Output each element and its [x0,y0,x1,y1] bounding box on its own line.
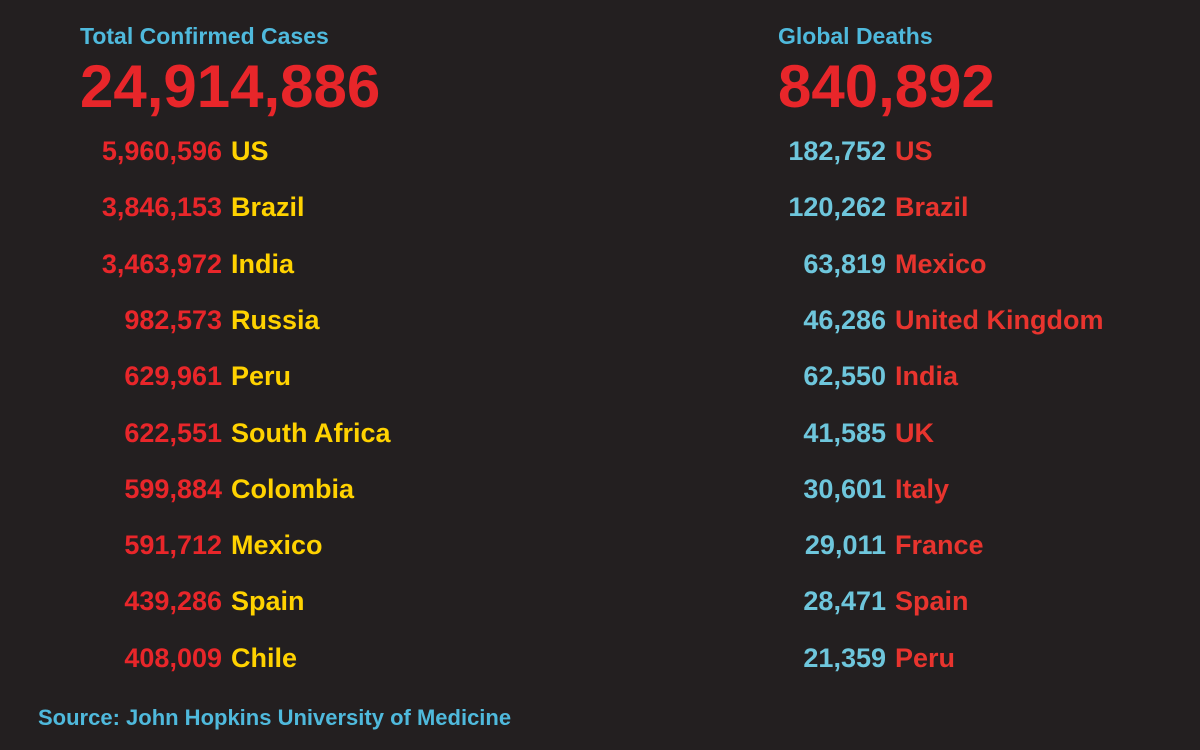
panel-total: 840,892 [778,53,995,120]
row-country: Russia [231,304,320,335]
row-country: US [895,136,933,166]
row-country: India [231,248,295,279]
row-value: 982,573 [124,304,222,335]
row-value: 599,884 [124,473,222,504]
row-value: 46,286 [803,304,886,335]
row-country: Chile [231,642,298,673]
row-country: Spain [895,586,969,617]
row-value: 591,712 [124,530,222,561]
panel-title: Total Confirmed Cases [80,23,329,49]
row-country: Italy [895,473,950,504]
row-country: United Kingdom [895,304,1104,335]
panel-total: 24,914,886 [80,53,381,120]
row-value: 120,262 [788,192,886,223]
panel-title: Global Deaths [778,23,933,49]
row-value: 622,551 [124,417,222,448]
row-country: Peru [895,642,956,673]
row-value: 3,463,972 [101,248,222,279]
row-value: 63,819 [803,248,886,279]
row-value: 30,601 [803,473,886,504]
row-country: Brazil [231,192,305,223]
row-country: Peru [231,361,292,392]
row-country: France [895,530,984,561]
row-country: Colombia [231,473,355,504]
row-value: 28,471 [803,586,886,617]
row-country: Mexico [231,530,323,561]
source: Source: John Hopkins University of Medic… [38,705,512,730]
row-value: 629,961 [124,361,222,392]
row-country: Mexico [895,248,987,279]
row-country: South Africa [231,417,391,448]
row-value: 29,011 [804,530,886,561]
row-country: India [895,361,959,392]
row-value: 408,009 [124,642,222,673]
row-country: Brazil [895,192,969,223]
row-value: 3,846,153 [101,192,222,223]
row-value: 5,960,596 [101,136,222,166]
row-value: 21,359 [803,642,886,673]
row-value: 439,286 [124,586,222,617]
row-value: 41,585 [803,417,886,448]
row-country: US [231,136,269,166]
row-value: 182,752 [788,136,886,166]
row-value: 62,550 [803,361,886,392]
row-country: Spain [231,586,305,617]
row-country: UK [895,417,934,448]
